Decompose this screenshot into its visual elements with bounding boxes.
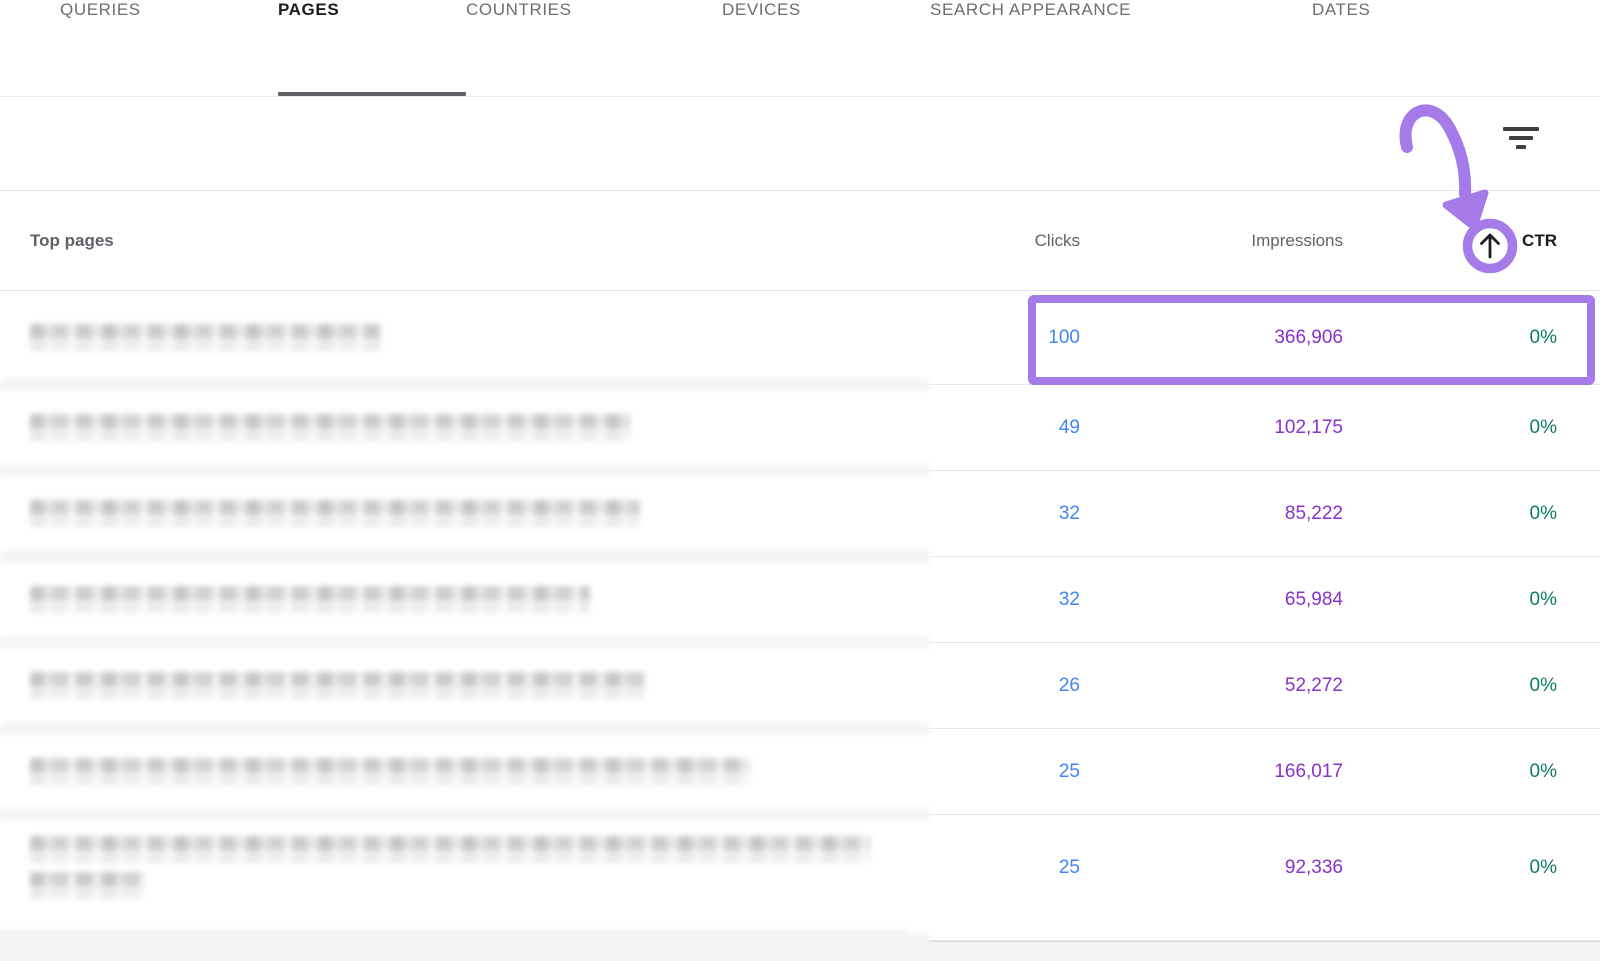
table-row[interactable]: 32 85,222 0% [0,471,1600,557]
table-footer-strip [0,930,1600,961]
clicks-value[interactable]: 49 [1058,416,1080,438]
table-row[interactable]: 100 366,906 0% [0,291,1600,385]
filter-sort-icon[interactable] [1502,127,1540,157]
page-url-redacted[interactable] [0,500,935,527]
redacted-url-bar [30,414,630,441]
redacted-url-bar [30,672,645,699]
tab-countries[interactable]: COUNTRIES [466,0,572,19]
table-row[interactable]: 25 166,017 0% [0,729,1600,815]
ctr-value: 0% [1529,502,1557,524]
page-url-redacted[interactable] [0,836,935,899]
impressions-value: 366,906 [1274,326,1343,348]
page-url-redacted[interactable] [0,586,935,613]
page-url-redacted[interactable] [0,758,935,785]
clicks-value[interactable]: 32 [1058,588,1080,610]
ctr-column-header[interactable]: CTR [1522,230,1557,250]
tab-queries[interactable]: QUERIES [60,0,141,19]
impressions-value: 92,336 [1284,856,1343,878]
clicks-value[interactable]: 25 [1058,760,1080,782]
table-header-row: Top pages Clicks Impressions CTR [0,191,1600,291]
impressions-value: 166,017 [1274,760,1343,782]
redacted-url-bar [30,586,590,613]
table-row[interactable]: 49 102,175 0% [0,385,1600,471]
tab-dates[interactable]: DATES [1312,0,1371,19]
clicks-value[interactable]: 25 [1058,856,1080,878]
page-url-redacted[interactable] [0,324,935,351]
clicks-value[interactable]: 100 [1048,326,1080,348]
filter-row [0,97,1600,191]
ctr-value: 0% [1529,326,1557,348]
page-url-redacted[interactable] [0,672,935,699]
tab-search-appearance[interactable]: SEARCH APPEARANCE [930,0,1132,19]
impressions-value: 102,175 [1274,416,1343,438]
ctr-value: 0% [1529,760,1557,782]
ctr-value: 0% [1529,416,1557,438]
page-url-redacted[interactable] [0,414,935,441]
redacted-url-bar [30,324,380,351]
ctr-value: 0% [1529,856,1557,878]
redacted-url-bar [30,758,750,785]
clicks-column-header[interactable]: Clicks [1034,230,1080,250]
redacted-footer-area [0,930,910,942]
ctr-value: 0% [1529,674,1557,696]
ctr-value: 0% [1529,588,1557,610]
top-pages-header: Top pages [30,230,114,250]
clicks-value[interactable]: 32 [1058,502,1080,524]
tab-pages[interactable]: PAGES [278,0,466,96]
impressions-value: 65,984 [1284,588,1343,610]
redacted-url-bar [30,836,870,863]
clicks-value[interactable]: 26 [1058,674,1080,696]
table-row[interactable]: 32 65,984 0% [0,557,1600,643]
pages-table-body: 100 366,906 0% 49 102,175 0% 32 85,222 0% 32 65,98… [0,291,1600,941]
redacted-url-bar [30,872,145,899]
tab-devices[interactable]: DEVICES [722,0,801,19]
impressions-value: 52,272 [1284,674,1343,696]
redacted-url-bar [30,500,640,527]
impressions-value: 85,222 [1284,502,1343,524]
table-row[interactable]: 25 92,336 0% [0,815,1600,941]
tab-bar: QUERIES PAGES COUNTRIES DEVICES SEARCH APPEA… [0,0,1600,97]
table-row[interactable]: 26 52,272 0% [0,643,1600,729]
impressions-column-header[interactable]: Impressions [1251,230,1343,250]
